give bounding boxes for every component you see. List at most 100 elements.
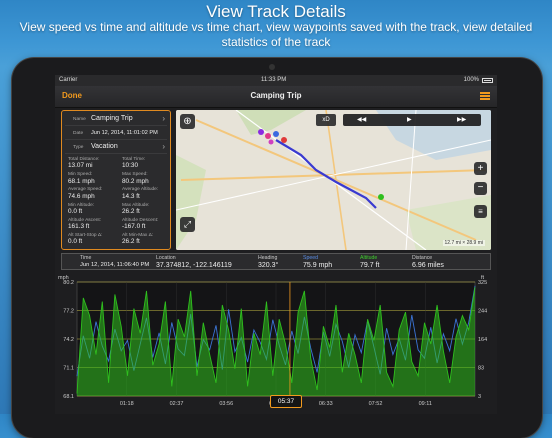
time-header: Time bbox=[80, 255, 92, 261]
stat-label: Altitude Ascent: bbox=[68, 217, 102, 223]
name-label: Name bbox=[73, 117, 86, 122]
y-tick-left: 71.1 bbox=[63, 366, 74, 372]
y-tick-right: 83 bbox=[478, 366, 484, 372]
speed-altitude-chart[interactable]: 80.2 325 77.2 244 74.2 164 71.1 83 68.1 3 mph ft 01:… bbox=[55, 270, 497, 414]
name-row[interactable]: Name Camping Trip › bbox=[65, 113, 167, 126]
stat-value: 80.2 mph bbox=[122, 177, 149, 185]
carrier-label: Carrier bbox=[59, 77, 78, 83]
nav-title: Camping Trip bbox=[250, 91, 302, 100]
stat-label: Altitude Descent: bbox=[122, 217, 159, 223]
app-screen: Carrier 11:33 PM 100% Done Camping Trip … bbox=[55, 75, 497, 414]
stat-label: Total Time: bbox=[122, 157, 146, 162]
promo-subtitle: View speed vs time and altitude vs time … bbox=[19, 20, 533, 49]
promo-title: View Track Details bbox=[206, 2, 346, 21]
left-axis-unit: mph bbox=[58, 275, 69, 281]
track-name: Camping Trip bbox=[91, 115, 133, 122]
zoom-in-button[interactable]: + bbox=[474, 162, 487, 175]
clock: 11:33 PM bbox=[261, 77, 287, 83]
fast-forward-icon[interactable]: ▶▶ bbox=[457, 117, 467, 123]
y-tick-right: 244 bbox=[478, 309, 487, 315]
layers-icon[interactable]: ≡ bbox=[474, 205, 487, 218]
track-info-panel: Name Camping Trip › Date Jun 12, 2014, 1… bbox=[61, 110, 171, 250]
y-tick-right: 164 bbox=[478, 337, 487, 343]
map-scale: 12.7 mi × 28.9 mi bbox=[442, 240, 485, 246]
distance-value: 6.96 miles bbox=[412, 262, 444, 269]
location-value: 37.374812, -122.146119 bbox=[156, 262, 232, 269]
y-tick-left: 74.2 bbox=[63, 337, 74, 343]
status-bar: Carrier 11:33 PM 100% bbox=[55, 75, 497, 86]
waypoint-marker bbox=[268, 139, 274, 145]
distance-header: Distance bbox=[412, 255, 433, 261]
y-tick-right: 325 bbox=[478, 280, 487, 286]
heading-header: Heading bbox=[258, 255, 278, 261]
speed-value: 75.9 mph bbox=[303, 262, 333, 269]
expand-icon[interactable]: ⤢ bbox=[180, 217, 195, 232]
track-map[interactable]: ⊕ xD ◀◀ ▶ ▶▶ + − ≡ ⤢ 12.7 mi × 28.9 mi bbox=[176, 110, 491, 250]
type-label: Type bbox=[73, 145, 84, 150]
play-icon[interactable]: ▶ bbox=[407, 117, 412, 123]
chevron-right-icon: › bbox=[162, 114, 165, 123]
track-type: Vacation bbox=[91, 143, 118, 150]
stat-value: 13.07 mi bbox=[68, 162, 93, 170]
track-date: Jun 12, 2014, 11:01:02 PM bbox=[91, 130, 158, 136]
x-tick: 03:56 bbox=[219, 401, 233, 407]
stat-value: 161.3 ft bbox=[68, 223, 90, 231]
zoom-out-button[interactable]: − bbox=[474, 182, 487, 195]
track-route bbox=[275, 139, 377, 209]
stat-value: 68.1 mph bbox=[68, 177, 95, 185]
date-row: Date Jun 12, 2014, 11:01:02 PM bbox=[65, 127, 167, 140]
y-tick-left: 77.2 bbox=[63, 309, 74, 315]
battery-icon bbox=[482, 78, 493, 83]
type-row[interactable]: Type Vacation › bbox=[65, 141, 167, 154]
series-area-altitude bbox=[77, 287, 475, 396]
stat-value: -167.0 ft bbox=[122, 223, 146, 231]
y-tick-right: 3 bbox=[478, 394, 481, 400]
waypoint-marker bbox=[273, 131, 279, 137]
stat-label: Min Altitude: bbox=[68, 202, 95, 208]
playback-controls: ◀◀ ▶ ▶▶ bbox=[343, 114, 481, 126]
altitude-header: Altitude bbox=[360, 255, 378, 261]
heading-value: 320.3° bbox=[258, 262, 279, 269]
stat-value: 0.0 ft bbox=[68, 208, 83, 215]
y-tick-left: 80.2 bbox=[63, 280, 74, 286]
stat-label: Max Altitude: bbox=[122, 202, 150, 208]
front-camera bbox=[269, 64, 275, 70]
stat-value: 0.0 ft bbox=[68, 238, 83, 246]
x-tick: 09:11 bbox=[419, 401, 432, 407]
date-label: Date bbox=[73, 131, 84, 136]
view-mode-button[interactable]: xD bbox=[316, 114, 336, 126]
map-canvas[interactable] bbox=[176, 110, 491, 250]
series-line-altitude bbox=[76, 287, 476, 394]
stat-label: Max Speed: bbox=[122, 172, 148, 178]
waypoint-marker bbox=[265, 133, 271, 139]
speed-header: Speed bbox=[303, 255, 319, 261]
time-value: Jun 12, 2014, 11:06:40 PM bbox=[80, 262, 150, 268]
done-button[interactable]: Done bbox=[62, 91, 82, 100]
stat-label: Min Speed: bbox=[68, 172, 93, 178]
right-axis-unit: ft bbox=[481, 275, 485, 281]
locate-icon[interactable]: ⊕ bbox=[180, 114, 195, 129]
stat-value: 26.2 ft bbox=[122, 208, 140, 215]
stat-label: Average Speed: bbox=[68, 187, 103, 193]
stat-value: 74.6 mph bbox=[68, 192, 95, 200]
position-readout: Time Jun 12, 2014, 11:06:40 PM Location … bbox=[61, 253, 491, 270]
stat-value: 14.3 ft bbox=[122, 192, 140, 200]
altitude-value: 79.7 ft bbox=[360, 262, 380, 269]
x-tick: 01:18 bbox=[120, 401, 134, 407]
stat-label: Total Distance: bbox=[68, 157, 100, 162]
x-tick: 07:52 bbox=[369, 401, 383, 407]
end-marker bbox=[378, 194, 384, 200]
stat-value: 26.2 ft bbox=[122, 238, 140, 246]
rewind-icon[interactable]: ◀◀ bbox=[357, 117, 367, 123]
y-tick-left: 68.1 bbox=[63, 394, 74, 400]
stat-label: Alt Min-Max Δ: bbox=[122, 233, 154, 238]
stat-label: Average Altitude: bbox=[122, 187, 159, 193]
waypoint-marker bbox=[258, 129, 264, 135]
cursor-time-badge: 05:37 bbox=[270, 395, 302, 408]
stat-label: Alt Start-Stop Δ: bbox=[68, 233, 103, 238]
navigation-bar: Done Camping Trip bbox=[55, 86, 497, 108]
x-tick: 02:37 bbox=[170, 401, 184, 407]
stat-value: 10:30 bbox=[122, 162, 138, 170]
location-header: Location bbox=[156, 255, 176, 261]
hamburger-icon[interactable] bbox=[480, 92, 490, 100]
